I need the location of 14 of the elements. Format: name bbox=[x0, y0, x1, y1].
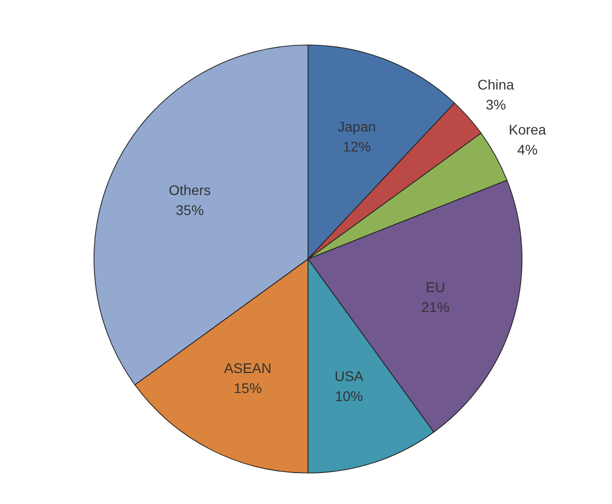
slice-label: China bbox=[478, 76, 514, 92]
slice-label: USA bbox=[334, 368, 364, 384]
data-label: 4% bbox=[517, 141, 538, 158]
data-label: 21% bbox=[421, 299, 450, 316]
slice-label: ASEAN bbox=[224, 360, 272, 376]
data-label: 35% bbox=[176, 202, 204, 218]
slice-label: Korea bbox=[508, 121, 546, 138]
data-label: 12% bbox=[342, 138, 371, 155]
slice-label: Japan bbox=[338, 118, 376, 135]
data-label: 3% bbox=[486, 96, 506, 112]
slice-label: EU bbox=[426, 279, 446, 296]
slice-label: Others bbox=[168, 182, 211, 198]
data-label: 15% bbox=[234, 380, 262, 396]
data-label: 10% bbox=[334, 388, 364, 404]
